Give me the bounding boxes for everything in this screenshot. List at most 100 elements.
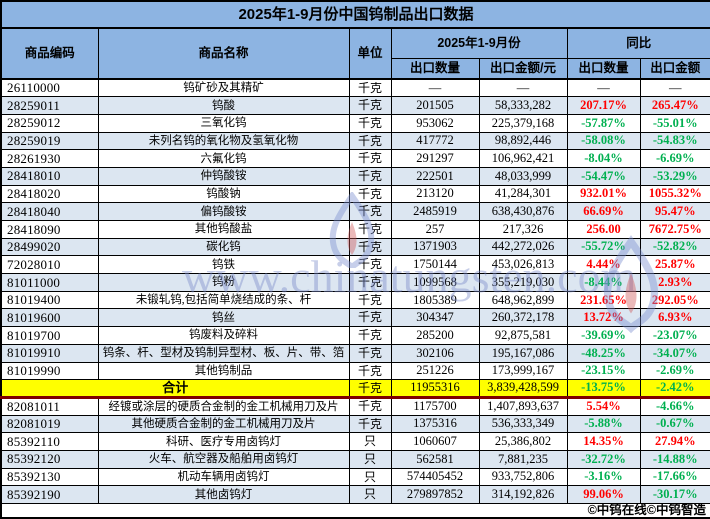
cell-code: 28418010 [0,166,99,186]
footer-credit: ©中钨在线©中钨智造 [0,503,710,519]
cell-value: 195,167,086 [478,343,568,363]
cell-qty: 222501 [390,166,480,186]
table-row: 85392190 其他卤钨灯只 279897852 314,192,826 99.06%… [0,485,710,504]
cell-name: 碳化钨 [97,237,350,257]
cell-code: 28499020 [0,237,99,257]
cell-unit: 千克 [348,149,392,168]
cell-unit: 千克 [348,396,392,416]
cell-yoy-qty: -32.72% [566,449,641,469]
col-header-code: 商品编码 [0,27,99,80]
cell-yoy-qty: 231.65% [566,290,641,310]
cell-value: 1,407,893,637 [478,396,568,416]
cell-qty: 562581 [390,449,480,469]
cell-yoy-value: 27.94% [639,432,710,451]
table-row: 85392110 科研、医疗专用卤钨灯只 1060607 25,386,802 14.3… [0,432,710,451]
cell-code: 28418020 [0,184,99,204]
cell-name: 钨粉 [97,273,350,292]
cell-yoy-value: -52.82% [639,237,710,257]
cell-code: 81019990 [0,361,99,381]
cell-value: 217,326 [478,220,568,239]
cell-code: 28259019 [0,131,99,151]
cell-yoy-qty: 207.17% [566,96,641,115]
cell-value: 638,430,876 [478,202,568,221]
cell-yoy-qty: 256.00 [566,220,641,239]
cell-name: 六氟化钨 [97,149,350,168]
col-group-period: 2025年1-9月份 [390,27,568,59]
cell-value: 98,892,446 [478,131,568,151]
cell-value: 260,372,178 [478,308,568,328]
cell-yoy-value: 1055.32% [639,184,710,204]
cell-yoy-qty: 99.06% [566,485,641,504]
cell-code: 81019400 [0,290,99,310]
cell-unit: 千克 [348,202,392,221]
col-header-qty: 出口数量 [390,58,480,80]
cell-yoy-qty: -13.75% [566,379,641,399]
cell-name: 其他硬质合金制的金工机械用刀及片 [97,414,350,434]
cell-name: 钨条、杆、型材及钨制异型材、板、片、带、箔 [97,343,350,363]
cell-value: 933,752,806 [478,467,568,487]
cell-unit: 千克 [348,290,392,310]
cell-qty: 285200 [390,326,480,345]
cell-yoy-value: -4.66% [639,396,710,416]
cell-qty: 11955316 [390,379,480,399]
table-row: 85392130 机动车辆用卤钨灯只 574405452 933,752,806 -3.… [0,467,710,487]
cell-yoy-qty: 14.35% [566,432,641,451]
cell-yoy-qty: -8.44% [566,273,641,292]
cell-yoy-value: 6.93% [639,308,710,328]
cell-unit: 千克 [348,273,392,292]
cell-qty: 1060607 [390,432,480,451]
cell-yoy-value: -17.66% [639,467,710,487]
cell-yoy-qty: 13.72% [566,308,641,328]
table-row: 28259019 未列名钨的氧化物及氢氧化物 千克 417772 98,892,446-… [0,131,710,151]
cell-name: 其他卤钨灯 [97,485,350,504]
cell-yoy-value: 265.47% [639,96,710,115]
cell-qty: 2485919 [390,202,480,221]
cell-name: 其他钨制品 [97,361,350,381]
cell-value: 314,192,826 [478,485,568,504]
table-row: 28418090 其他钨酸盐 千克 257 217,326 256.00 7672.75% [0,220,710,239]
cell-name: 三氧化钨 [97,113,350,133]
cell-unit: 千克 [348,308,392,328]
cell-unit: 千克 [348,414,392,434]
cell-qty: 251226 [390,361,480,381]
cell-value: 7,881,235 [478,449,568,469]
cell-yoy-value: -54.83% [639,131,710,151]
cell-name: 机动车辆用卤钨灯 [97,467,350,487]
cell-yoy-qty: 4.44% [566,255,641,275]
cell-yoy-value: -55.01% [639,113,710,133]
cell-value: 41,284,301 [478,184,568,204]
cell-yoy-value: 25.87% [639,255,710,275]
col-header-value: 出口金额/元 [478,58,568,80]
cell-unit: 只 [348,485,392,504]
cell-value: 48,033,999 [478,166,568,186]
cell-value: 173,999,167 [478,361,568,381]
cell-unit: 千克 [348,113,392,133]
total-row: 合计 千克 11955316 3,839,428,599 -13.75% -2.42% [0,379,710,399]
cell-name: 火车、航空器及船舶用卤钨灯 [97,449,350,469]
cell-qty: 201505 [390,96,480,115]
header-sub-row: 出口数量 出口金额/元 出口数量 出口金额 [1,58,710,80]
cell-code: 82081011 [0,396,99,416]
cell-yoy-value: -14.88% [639,449,710,469]
cell-yoy-qty: 5.54% [566,396,641,416]
cell-qty: 304347 [390,308,480,328]
table-row: 81019910 钨条、杆、型材及钨制异型材、板、片、带、箔 千克 302106 195… [0,343,710,363]
cell-yoy-value: -0.67% [639,414,710,434]
cell-name: 钨酸钠 [97,184,350,204]
cell-code: 28418090 [0,220,99,239]
cell-code: 85392130 [0,467,99,487]
table-row: 28418020 钨酸钠 千克 213120 41,284,301 932.01% 1055… [0,184,710,204]
cell-yoy-qty: 932.01% [566,184,641,204]
cell-qty: 302106 [390,343,480,363]
cell-qty: 291297 [390,149,480,168]
cell-value: 225,379,168 [478,113,568,133]
cell-unit: 只 [348,432,392,451]
cell-yoy-value: 7672.75% [639,220,710,239]
cell-code: 85392110 [0,432,99,451]
cell-yoy-qty: -55.72% [566,237,641,257]
cell-value: 442,272,026 [478,237,568,257]
table-row: 81019990 其他钨制品 千克 251226 173,999,167 -23.15% -… [0,361,710,381]
table-body: 26110000 钨矿砂及其精矿 千克 — — — —28259011 钨酸 千克 201505 5… [0,78,710,504]
